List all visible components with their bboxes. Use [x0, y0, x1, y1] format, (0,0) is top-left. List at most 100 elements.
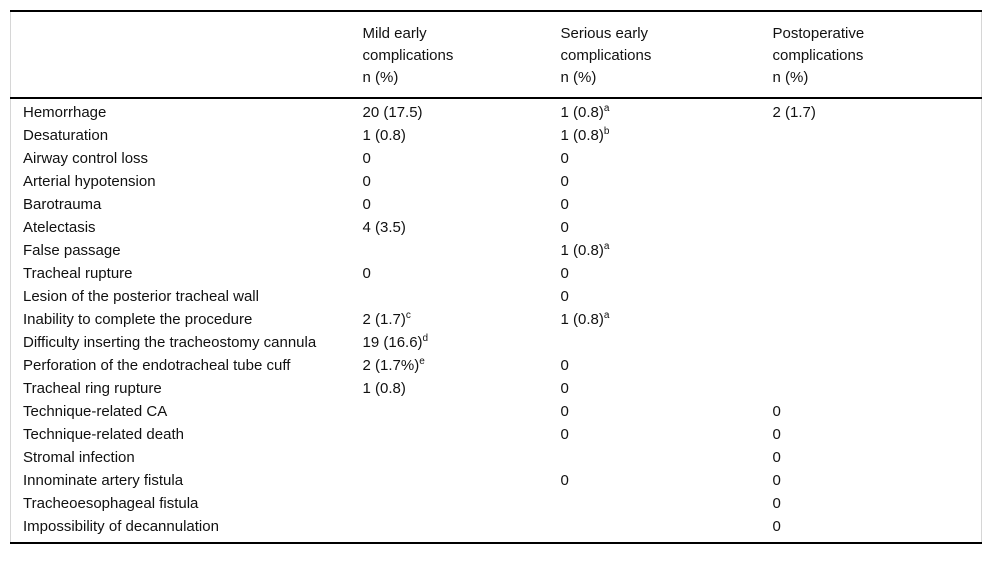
table-row: Inability to complete the procedure 2 (1.…: [11, 308, 982, 331]
serious-value-cell: 0: [561, 170, 773, 193]
row-label: Airway control loss: [23, 150, 149, 167]
mild-value: 0: [362, 265, 371, 282]
table-row: Arterial hypotension 0 0: [11, 170, 982, 193]
serious-value-cell: 0: [561, 400, 773, 423]
column-header: Serious early complications n (%): [560, 11, 773, 99]
postop-value-cell: [773, 193, 982, 216]
serious-value: 0: [560, 380, 569, 397]
mild-footnote-marker: c: [405, 310, 411, 321]
table-row: Technique-related CA 0 0: [11, 400, 982, 423]
serious-value-cell: 1 (0.8)b: [561, 124, 773, 147]
serious-value: 0: [560, 403, 569, 420]
row-label: Inability to complete the procedure: [23, 311, 253, 328]
column-header-line: n (%): [772, 69, 809, 86]
postop-value-cell: [773, 147, 982, 170]
postop-value: 0: [772, 403, 781, 420]
serious-value: 0: [560, 472, 569, 489]
row-label: Lesion of the posterior tracheal wall: [23, 288, 259, 305]
row-label: Impossibility of decannulation: [23, 518, 219, 535]
postop-value: 0: [772, 472, 781, 489]
column-header: Mild early complications n (%): [362, 11, 561, 99]
postop-value-cell: [773, 124, 982, 147]
postop-value-cell: [773, 354, 982, 377]
table-row: Desaturation 1 (0.8) 1 (0.8)b: [11, 124, 982, 147]
serious-value: 0: [560, 219, 569, 236]
serious-value-cell: 0: [561, 469, 773, 492]
postop-value-cell: [773, 262, 982, 285]
serious-value: 1 (0.8): [560, 127, 604, 144]
serious-value-cell: 0: [561, 262, 773, 285]
table-row: Tracheoesophageal fistula 0: [11, 492, 982, 515]
row-label: Tracheoesophageal fistula: [23, 495, 199, 512]
serious-value-cell: [561, 492, 773, 515]
row-label: Atelectasis: [23, 219, 96, 236]
column-header-line: n (%): [362, 69, 399, 86]
serious-value-cell: 1 (0.8)a: [561, 239, 773, 262]
table-row: False passage 1 (0.8)a: [11, 239, 982, 262]
row-label: Perforation of the endotracheal tube cuf…: [23, 357, 291, 374]
mild-value-cell: 2 (1.7)c: [363, 308, 561, 331]
postop-value-cell: [773, 308, 982, 331]
serious-footnote-marker: a: [603, 310, 610, 321]
mild-value: 0: [362, 173, 371, 190]
row-label: Innominate artery fistula: [23, 472, 184, 489]
postop-value: 0: [772, 518, 781, 535]
postop-value: 2 (1.7): [772, 104, 816, 121]
row-label: Technique-related CA: [23, 403, 168, 420]
row-label: Arterial hypotension: [23, 173, 156, 190]
serious-value: 0: [560, 150, 569, 167]
mild-value-cell: [363, 285, 561, 308]
table-row: Airway control loss 0 0: [11, 147, 982, 170]
postop-value-cell: 2 (1.7): [773, 98, 982, 124]
row-label: Stromal infection: [23, 449, 135, 466]
complications-table-container: Mild early complications n (%) Serious earl…: [10, 10, 982, 544]
postop-value-cell: 0: [773, 492, 982, 515]
serious-value: 1 (0.8): [560, 242, 604, 259]
postop-value-cell: [773, 285, 982, 308]
mild-value: 0: [362, 196, 371, 213]
row-label: False passage: [23, 242, 121, 259]
column-header: [10, 11, 363, 99]
mild-value-cell: 19 (16.6)d: [363, 331, 561, 354]
mild-value-cell: [363, 492, 561, 515]
serious-value: 0: [560, 426, 569, 443]
table-row: Atelectasis 4 (3.5) 0: [11, 216, 982, 239]
column-header-line: Postoperative: [772, 25, 865, 42]
serious-value: 1 (0.8): [560, 104, 604, 121]
serious-value-cell: 0: [561, 354, 773, 377]
mild-value: 4 (3.5): [362, 219, 406, 236]
serious-value: 0: [560, 357, 569, 374]
serious-value: 0: [560, 196, 569, 213]
column-header-line: complications: [772, 47, 864, 64]
table-row: Technique-related death 0 0: [11, 423, 982, 446]
mild-value-cell: 0: [363, 170, 561, 193]
serious-value: 0: [560, 173, 569, 190]
serious-value: 0: [560, 288, 569, 305]
mild-value: 2 (1.7): [362, 311, 406, 328]
postop-value-cell: 0: [773, 446, 982, 469]
row-label: Tracheal ring rupture: [23, 380, 162, 397]
postop-value-cell: 0: [773, 515, 982, 543]
column-header: Postoperative complications n (%): [772, 11, 982, 99]
table-row: Barotrauma 0 0: [11, 193, 982, 216]
serious-value-cell: [561, 515, 773, 543]
serious-footnote-marker: a: [603, 103, 610, 114]
mild-value: 0: [362, 150, 371, 167]
mild-value-cell: 1 (0.8): [363, 124, 561, 147]
mild-value: 2 (1.7%): [362, 357, 420, 374]
serious-value-cell: 0: [561, 193, 773, 216]
postop-value-cell: [773, 377, 982, 400]
serious-value-cell: 0: [561, 377, 773, 400]
postop-value: 0: [772, 426, 781, 443]
postop-value-cell: 0: [773, 400, 982, 423]
column-header-line: complications: [362, 47, 454, 64]
mild-value: 1 (0.8): [362, 380, 406, 397]
mild-value-cell: 1 (0.8): [363, 377, 561, 400]
table-row: Perforation of the endotracheal tube cuf…: [11, 354, 982, 377]
serious-value-cell: 1 (0.8)a: [561, 308, 773, 331]
mild-value-cell: [363, 469, 561, 492]
serious-footnote-marker: a: [603, 241, 610, 252]
serious-value: 0: [560, 265, 569, 282]
column-header-line: n (%): [560, 69, 597, 86]
mild-value-cell: [363, 423, 561, 446]
